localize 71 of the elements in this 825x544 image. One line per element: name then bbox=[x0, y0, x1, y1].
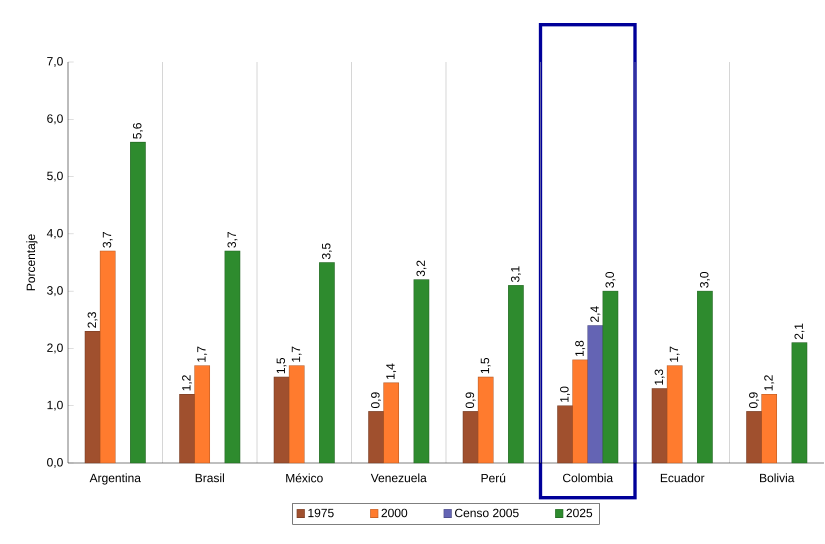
bar bbox=[288, 365, 305, 464]
bar bbox=[587, 325, 604, 464]
legend-label: 1975 bbox=[308, 508, 334, 518]
data-label: 1,3 bbox=[654, 369, 665, 385]
bar bbox=[761, 394, 778, 464]
data-label: 1,0 bbox=[560, 386, 570, 402]
data-label: 3,7 bbox=[102, 232, 113, 248]
bar bbox=[274, 376, 290, 464]
bar bbox=[84, 330, 100, 464]
bar bbox=[697, 290, 713, 464]
bar bbox=[572, 360, 588, 464]
data-label: 1,7 bbox=[197, 346, 208, 362]
x-tick-label: Perú bbox=[482, 473, 506, 482]
bar bbox=[602, 290, 618, 464]
x-tick-label: Ecuador bbox=[660, 473, 704, 482]
bar bbox=[746, 411, 762, 464]
x-tick-label: Brasil bbox=[196, 473, 224, 482]
bar bbox=[368, 411, 384, 464]
y-tick-label: 4,0 bbox=[46, 228, 63, 239]
bar bbox=[462, 411, 478, 464]
bar bbox=[179, 394, 195, 464]
bar bbox=[478, 376, 494, 464]
bar bbox=[792, 342, 808, 464]
data-label: 1,5 bbox=[276, 358, 286, 374]
bar bbox=[224, 250, 240, 464]
data-label: 1,4 bbox=[386, 364, 396, 379]
y-tick-label: 6,0 bbox=[47, 114, 63, 124]
data-label: 1,7 bbox=[292, 346, 302, 362]
legend-label: Censo 2005 bbox=[455, 508, 519, 518]
bar bbox=[383, 382, 400, 464]
data-label: 3,7 bbox=[227, 232, 238, 248]
bar bbox=[508, 285, 524, 464]
data-label: 1,8 bbox=[575, 340, 586, 356]
data-label: 2,3 bbox=[88, 312, 98, 328]
bar bbox=[100, 250, 116, 464]
x-tick-label: Colombia bbox=[563, 473, 614, 482]
data-label: 0,9 bbox=[466, 392, 476, 408]
data-label: 3,0 bbox=[700, 272, 710, 288]
data-label: 2,1 bbox=[794, 324, 804, 340]
y-tick-label: 7,0 bbox=[47, 57, 63, 67]
y-axis-title: Porcentaje bbox=[26, 234, 38, 290]
data-label: 2,4 bbox=[590, 306, 600, 322]
x-tick-label: Bolivia bbox=[760, 473, 794, 482]
y-tick-label: 5,0 bbox=[47, 172, 63, 182]
bar bbox=[130, 142, 146, 464]
y-tick-label: 0,0 bbox=[47, 458, 63, 468]
bar bbox=[652, 388, 668, 464]
data-label: 0,9 bbox=[749, 392, 760, 408]
x-tick-label: Argentina bbox=[90, 473, 141, 485]
legend-label: 2000 bbox=[382, 508, 408, 518]
bar bbox=[557, 405, 573, 464]
legend-label: 2025 bbox=[566, 508, 592, 518]
data-label: 0,9 bbox=[371, 392, 382, 408]
data-label: 1,2 bbox=[182, 375, 192, 390]
data-label: 5,6 bbox=[132, 123, 143, 139]
data-label: 3,0 bbox=[605, 272, 616, 288]
y-tick-label: 3,0 bbox=[47, 286, 63, 296]
bar bbox=[666, 365, 683, 464]
data-label: 3,5 bbox=[322, 243, 332, 260]
data-label: 1,2 bbox=[764, 375, 774, 390]
data-label: 1,7 bbox=[670, 346, 680, 362]
data-label: 3,2 bbox=[416, 260, 426, 276]
x-tick-label: México bbox=[286, 473, 323, 482]
data-label: 3,1 bbox=[510, 266, 521, 282]
bar bbox=[414, 279, 430, 464]
data-label: 1,5 bbox=[480, 358, 491, 374]
x-tick-label: Venezuela bbox=[370, 473, 427, 482]
y-tick-label: 1,0 bbox=[48, 400, 63, 411]
bar bbox=[194, 365, 210, 464]
bar bbox=[319, 262, 335, 464]
y-tick-label: 2,0 bbox=[47, 343, 63, 354]
